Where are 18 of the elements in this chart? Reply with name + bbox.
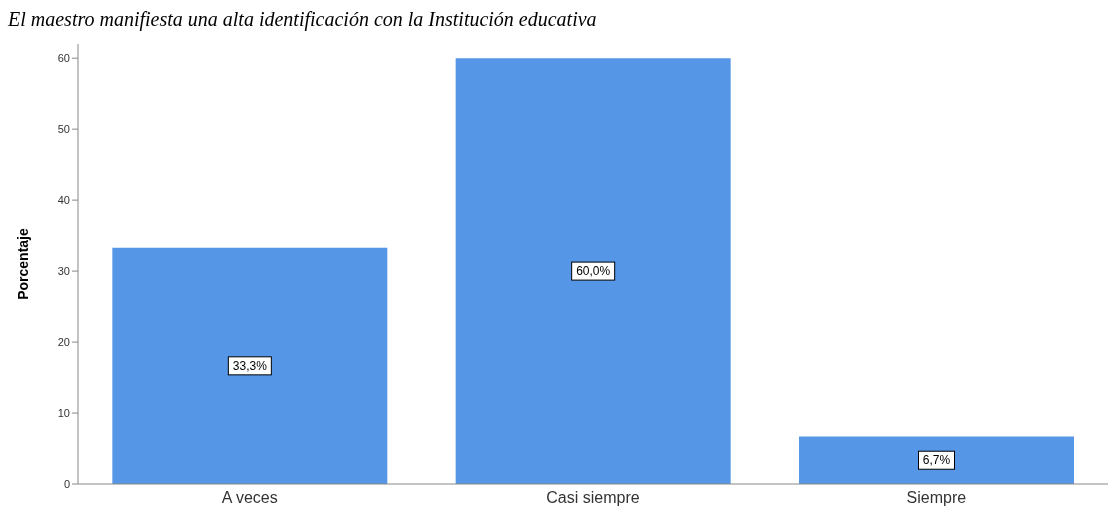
- data-label: 60,0%: [576, 264, 611, 279]
- bar: [799, 436, 1074, 484]
- data-label: 33,3%: [232, 358, 268, 373]
- y-tick-label: 10: [57, 406, 70, 419]
- data-label: 6,7%: [922, 453, 951, 468]
- y-tick-label: 30: [57, 265, 70, 277]
- bar: [112, 247, 388, 484]
- y-tick-label: 20: [57, 335, 70, 348]
- y-tick-label: 60: [57, 52, 70, 65]
- x-tick-label: A veces: [221, 489, 278, 507]
- chart-title: El maestro manifiesta una alta identificación con la Institución educativa: [8, 8, 598, 33]
- y-tick-label: 0: [63, 477, 70, 490]
- x-tick-label: Casi siempre: [546, 489, 640, 507]
- y-tick-label: 40: [57, 194, 70, 207]
- y-tick-label: 50: [57, 123, 70, 136]
- x-tick-label: Siempre: [906, 489, 967, 507]
- bar: [455, 58, 731, 484]
- y-axis-title: Porcentaje: [14, 228, 31, 300]
